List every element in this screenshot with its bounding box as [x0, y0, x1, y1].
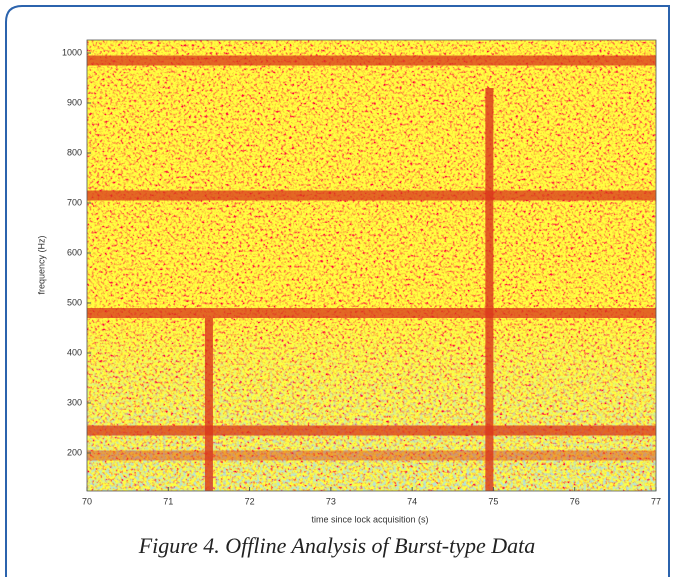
- x-tick-label: 76: [570, 496, 580, 506]
- y-tick-label: 700: [67, 197, 82, 207]
- plot-area: [87, 40, 656, 491]
- y-tick-label: 300: [67, 397, 82, 407]
- x-tick-label: 73: [326, 496, 336, 506]
- y-tick-label: 1000: [62, 47, 82, 57]
- x-tick-label: 74: [407, 496, 417, 506]
- x-tick-label: 75: [488, 496, 498, 506]
- y-tick-label: 500: [67, 297, 82, 307]
- frame: [5, 5, 670, 577]
- y-tick-label: 200: [67, 447, 82, 457]
- y-tick-label: 400: [67, 347, 82, 357]
- y-axis-label: frequency (Hz): [36, 235, 46, 294]
- burst: [485, 88, 494, 491]
- x-axis-label: time since lock acquisition (s): [311, 514, 428, 524]
- texture-low: [87, 40, 656, 491]
- x-tick-label: 71: [163, 496, 173, 506]
- y-tick-label: 600: [67, 247, 82, 257]
- band: [87, 55, 656, 66]
- caption: Figure 4. Offline Analysis of Burst-type…: [138, 533, 536, 558]
- burst: [204, 318, 213, 491]
- band: [87, 425, 656, 436]
- x-tick-label: 70: [82, 496, 92, 506]
- band: [87, 308, 656, 318]
- x-tick-label: 77: [651, 496, 661, 506]
- x-tick-label: 72: [245, 496, 255, 506]
- plot-border: [86, 39, 657, 492]
- band: [87, 190, 656, 201]
- y-tick-label: 800: [67, 147, 82, 157]
- band: [87, 450, 656, 461]
- y-tick-label: 900: [67, 97, 82, 107]
